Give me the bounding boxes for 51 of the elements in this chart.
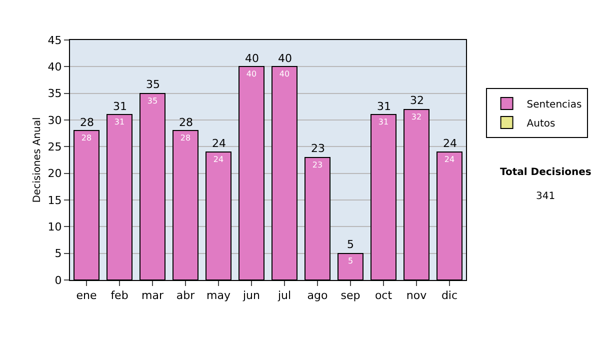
data-label: 31 (114, 118, 125, 127)
y-tick-label: 0 (54, 274, 62, 287)
data-label: 40 (246, 70, 257, 79)
data-label: 5 (348, 256, 354, 266)
legend-label: Autos (526, 118, 556, 130)
y-tick-label: 35 (48, 87, 62, 100)
x-tick-label: nov (406, 289, 428, 302)
x-tick-label: may (206, 289, 231, 302)
text: Total Decisiones (500, 167, 592, 178)
x-tick-label: oct (374, 289, 393, 302)
y-tick-label: 20 (48, 167, 62, 180)
x-tick-label: jun (242, 289, 260, 302)
data-label: 31 (378, 118, 389, 127)
total-label: 28 (179, 116, 193, 129)
x-tick-label: sep (340, 289, 360, 302)
y-tick-label: 40 (48, 60, 62, 74)
total-label: 24 (443, 137, 457, 150)
data-label: 23 (312, 160, 323, 170)
data-label: 28 (81, 134, 92, 143)
text: 341 (536, 191, 556, 202)
x-tick-label: abr (176, 289, 196, 302)
data-label: 35 (147, 96, 158, 106)
y-tick-label: 10 (48, 220, 62, 234)
total-label: 5 (347, 238, 354, 251)
data-label: 32 (411, 112, 422, 122)
y-tick-label: 45 (48, 34, 62, 47)
y-tick-label: 15 (48, 194, 62, 207)
x-tick-label: ene (76, 289, 97, 302)
total-label: 31 (113, 100, 127, 113)
total-label: 23 (311, 142, 325, 155)
data-label: 24 (444, 155, 455, 164)
x-tick-label: mar (142, 289, 164, 302)
data-label: 28 (180, 134, 191, 143)
total-label: 32 (410, 94, 424, 107)
x-tick-label: jul (276, 289, 292, 302)
total-label: 28 (80, 116, 94, 129)
legend-label: Sentencias (526, 99, 582, 110)
y-axis-title: Decisiones Anual (32, 117, 43, 203)
total-label: 31 (377, 100, 391, 113)
total-label: 35 (146, 78, 160, 91)
total-label: 40 (245, 52, 259, 65)
y-tick-label: 25 (48, 140, 62, 154)
data-label: 40 (279, 70, 290, 79)
y-tick-label: 30 (48, 114, 62, 127)
data-label: 24 (213, 155, 224, 164)
total-label: 24 (212, 137, 226, 150)
x-tick-label: feb (110, 289, 128, 302)
x-tick-label: dic (441, 289, 458, 302)
total-label: 40 (278, 52, 292, 65)
x-tick-label: ago (307, 289, 328, 302)
y-tick-label: 5 (54, 247, 62, 260)
